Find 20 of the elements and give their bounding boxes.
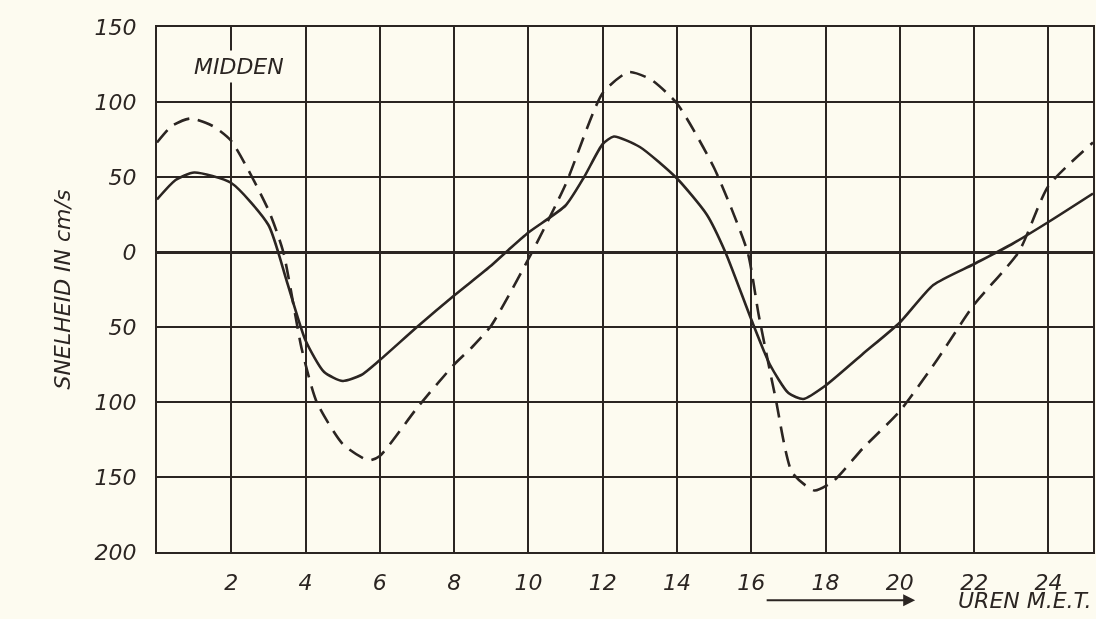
- y-tick-label: 0: [122, 239, 137, 265]
- x-tick-label: 18: [811, 570, 840, 596]
- y-tick-label: 50: [108, 164, 137, 190]
- y-tick-label: 100: [94, 389, 137, 415]
- y-tick-label: 50: [108, 314, 137, 340]
- x-tick-label: 20: [885, 570, 914, 596]
- y-tick-label: 200: [94, 539, 137, 565]
- y-tick-label: 150: [94, 464, 137, 490]
- annotation: MIDDEN: [194, 54, 284, 79]
- y-tick-label: 150: [94, 14, 137, 40]
- x-tick-label: 10: [514, 570, 543, 596]
- x-tick-label: 4: [298, 570, 313, 596]
- x-tick-label: 6: [372, 570, 387, 596]
- x-tick-label: 8: [447, 570, 462, 596]
- y-axis-title: SNELHEID IN cm/s: [49, 189, 75, 390]
- y-tick-label: 100: [94, 89, 137, 115]
- x-tick-label: 2: [224, 570, 239, 596]
- x-tick-label: 12: [588, 570, 617, 596]
- x-tick-label: 14: [663, 570, 691, 596]
- x-tick-label: 16: [737, 570, 766, 596]
